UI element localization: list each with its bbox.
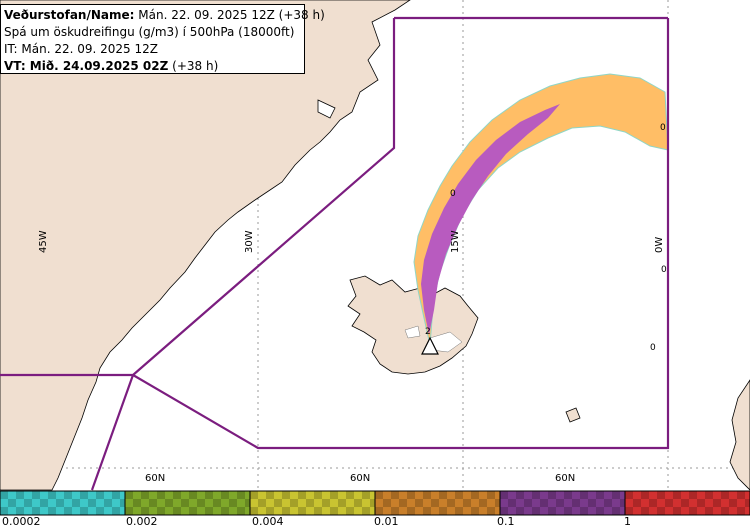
lon-label-30w: 30W [244,230,255,253]
ash-plume-core [421,104,560,335]
legend-label-1: 0.002 [126,515,158,528]
spot-value-5: 2 [425,327,431,337]
forecast-description: Spá um öskudreifingu (g/m3) í 500hPa (18… [4,25,295,39]
legend-swatch-2 [249,490,376,516]
legend-label-5: 1 [624,515,631,528]
lat-label-60n-c: 60N [555,473,575,484]
glacier-langjokull [404,325,421,339]
legend-label-3: 0.01 [374,515,399,528]
legend-swatch-4 [499,490,626,516]
issue-time: Mán. 22. 09. 2025 12Z (+38 h) [134,8,325,22]
area-boundaries [0,16,670,491]
ash-plume [413,73,669,346]
volcano-marker [421,336,439,355]
valid-time: VT: Mið. 24.09.2025 02Z [4,59,169,73]
lon-label-0w: 0W [654,237,665,253]
lon-label-15w: 15W [450,230,461,253]
greenland-landmass [0,0,411,491]
lat-label-60n-b: 60N [350,473,370,484]
spot-values: 0 0 0 0 2 [425,123,667,353]
spot-value-4: 0 [650,343,656,353]
initial-time: IT: Mán. 22. 09. 2025 12Z [4,42,158,56]
faroe-islands [565,407,581,423]
legend-swatch-1 [124,490,251,516]
scandinavia-landmass [729,379,750,491]
issuer-label: Veðurstofan/Name: [4,8,135,22]
lon-label-45w: 45W [38,230,49,253]
valid-time-line: VT: Mið. 24.09.2025 02Z (+38 h) [4,58,301,75]
spot-value-2: 0 [660,123,666,133]
legend-label-4: 0.1 [497,515,515,528]
boundary-south-leg [90,374,135,491]
iceland-landmass [347,275,479,375]
legend-label-2: 0.004 [252,515,284,528]
legend-swatch-3 [374,490,501,516]
valid-offset: (+38 h) [168,59,219,73]
legend-swatch-5 [624,490,750,516]
legend-label-0: 0.0002 [2,515,41,528]
legend-color-bar [0,490,750,516]
issuer-line: Veðurstofan/Name: Mán. 22. 09. 2025 12Z … [4,7,325,24]
lat-label-60n-a: 60N [145,473,165,484]
boundary-iceland-box [132,18,670,450]
greenland-fjord [317,99,336,119]
legend-swatch-0 [0,490,126,516]
spot-value-1: 0 [450,189,456,199]
boundary-north-west [0,16,668,377]
forecast-info-box: Veðurstofan/Name: Mán. 22. 09. 2025 12Z … [0,4,325,75]
spot-value-3: 0 [661,265,667,275]
